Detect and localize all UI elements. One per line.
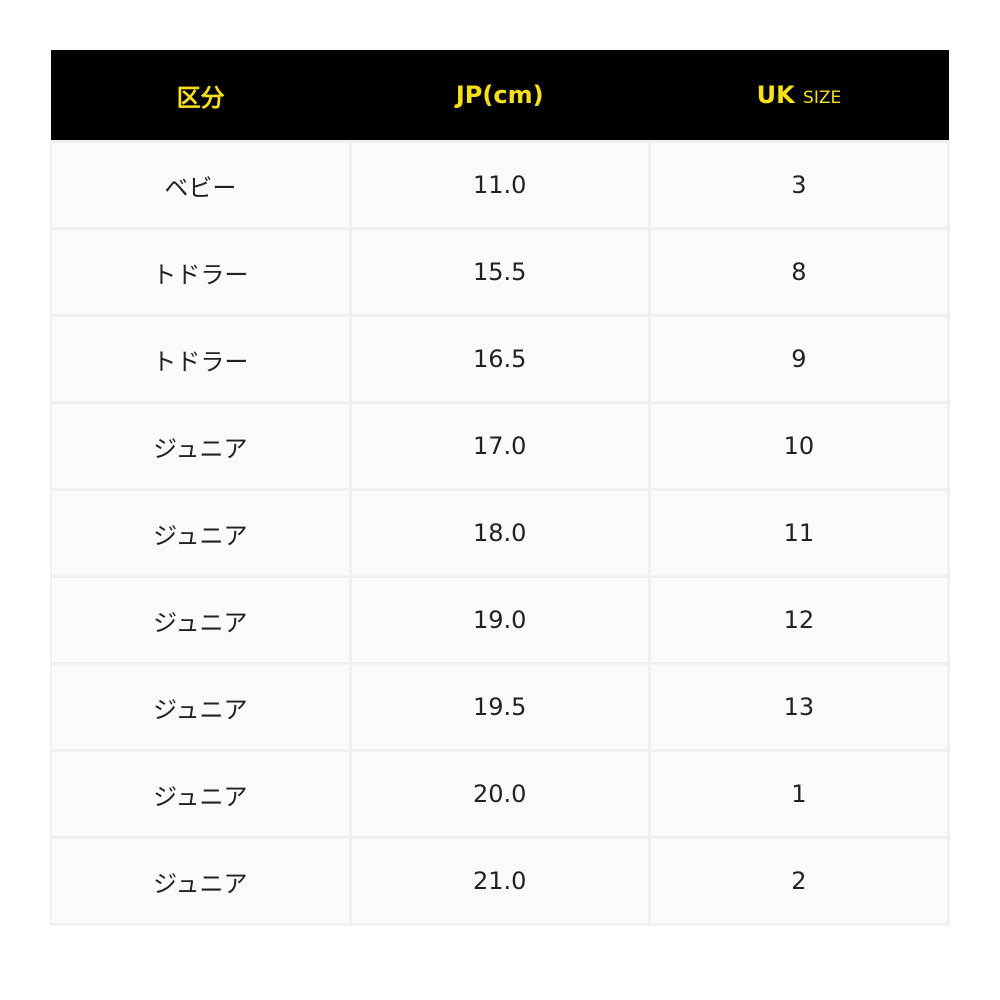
cell-category: ジュニア [49, 488, 352, 578]
cell-category: ジュニア [49, 662, 352, 752]
table-row: ジュニア 17.0 10 [49, 401, 951, 491]
cell-uk: 12 [647, 575, 951, 665]
cell-uk: 1 [647, 749, 951, 839]
header-uk: UK SIZE [649, 50, 949, 142]
header-row: 区分 JP(cm) UK SIZE [51, 50, 949, 142]
cell-jp: 19.0 [348, 575, 651, 665]
table-row: ジュニア 18.0 11 [49, 488, 951, 578]
header-uk-suffix: SIZE [803, 88, 842, 108]
table-row: ジュニア 20.0 1 [49, 749, 951, 839]
table-row: ジュニア 19.0 12 [49, 575, 951, 665]
table-row: トドラー 15.5 8 [49, 227, 951, 317]
cell-jp: 17.0 [348, 401, 651, 491]
header-jp: JP(cm) [350, 50, 650, 142]
cell-uk: 13 [647, 662, 951, 752]
cell-category: ジュニア [49, 749, 352, 839]
table-row: ジュニア 21.0 2 [49, 836, 951, 926]
cell-category: トドラー [49, 314, 352, 404]
table-row: トドラー 16.5 9 [49, 314, 951, 404]
cell-uk: 3 [647, 140, 951, 230]
cell-uk: 9 [647, 314, 951, 404]
table-row: ベビー 11.0 3 [49, 140, 951, 230]
cell-jp: 19.5 [348, 662, 651, 752]
cell-category: ジュニア [49, 836, 352, 926]
cell-uk: 2 [647, 836, 951, 926]
header-category: 区分 [51, 50, 351, 142]
cell-category: トドラー [49, 227, 352, 317]
header-uk-label: UK [756, 81, 795, 109]
table-row: ジュニア 19.5 13 [49, 662, 951, 752]
cell-uk: 11 [647, 488, 951, 578]
cell-jp: 20.0 [348, 749, 651, 839]
cell-jp: 11.0 [348, 140, 651, 230]
cell-category: ジュニア [49, 575, 352, 665]
cell-uk: 8 [647, 227, 951, 317]
cell-jp: 16.5 [348, 314, 651, 404]
cell-jp: 18.0 [348, 488, 651, 578]
cell-category: ジュニア [49, 401, 352, 491]
cell-jp: 21.0 [348, 836, 651, 926]
size-table: 区分 JP(cm) UK SIZE ベビー 11.0 3 トドラー 15.5 8 トドラー 1… [49, 50, 951, 926]
cell-jp: 15.5 [348, 227, 651, 317]
cell-category: ベビー [49, 140, 352, 230]
cell-uk: 10 [647, 401, 951, 491]
